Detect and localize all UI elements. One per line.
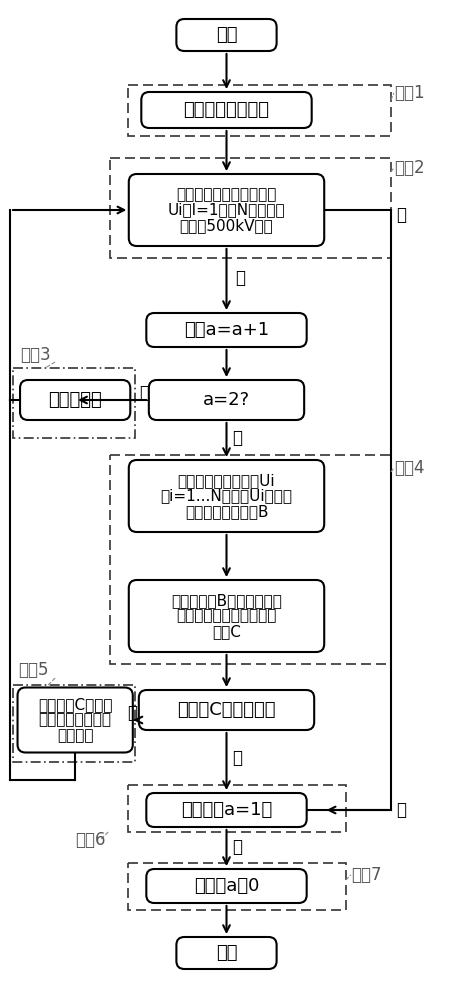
Text: 站集C: 站集C xyxy=(212,624,240,639)
Text: 厂站集C是否为空？: 厂站集C是否为空？ xyxy=(177,701,275,719)
Text: 一组电抗: 一组电抗 xyxy=(57,728,93,743)
FancyBboxPatch shape xyxy=(176,19,276,51)
Text: 开始: 开始 xyxy=(215,26,237,44)
Bar xyxy=(110,455,390,664)
FancyBboxPatch shape xyxy=(129,580,323,652)
Text: 筛选近区厂站中电压Ui: 筛选近区厂站中电压Ui xyxy=(177,473,275,488)
Text: Ui（I=1。。N）是否存: Ui（I=1。。N）是否存 xyxy=(167,202,285,218)
FancyBboxPatch shape xyxy=(146,313,306,347)
Text: 或可用电抗厂站，纳入厂: 或可用电抗厂站，纳入厂 xyxy=(176,608,276,624)
Text: 筛选厂站集B中有可用电容: 筛选厂站集B中有可用电容 xyxy=(170,593,281,608)
Text: 将厂站集C中各厂: 将厂站集C中各厂 xyxy=(38,697,112,712)
Text: 步骤4: 步骤4 xyxy=(393,459,423,477)
Text: 是: 是 xyxy=(235,269,245,287)
Text: 调相机强励: 调相机强励 xyxy=(48,391,102,409)
Bar xyxy=(128,85,390,136)
FancyBboxPatch shape xyxy=(141,92,311,128)
FancyBboxPatch shape xyxy=(148,380,304,420)
Text: 检测直流近区变电站电压: 检测直流近区变电站电压 xyxy=(176,187,276,202)
Text: 在小于500kV情况: 在小于500kV情况 xyxy=(179,218,273,233)
FancyBboxPatch shape xyxy=(129,174,323,246)
FancyBboxPatch shape xyxy=(138,690,313,730)
Bar xyxy=(128,785,345,832)
Text: （i=1...N）小于Ui阈值的: （i=1...N）小于Ui阈值的 xyxy=(160,488,292,504)
Text: 编号a=a+1: 编号a=a+1 xyxy=(184,321,268,339)
Text: 步骤3: 步骤3 xyxy=(20,346,51,364)
Text: 否: 否 xyxy=(232,429,242,447)
Text: 检测直流闭锁信号: 检测直流闭锁信号 xyxy=(183,101,269,119)
Text: 判断编号a=1？: 判断编号a=1？ xyxy=(180,801,272,819)
Bar xyxy=(128,863,345,910)
FancyBboxPatch shape xyxy=(146,793,306,827)
Text: 否: 否 xyxy=(127,704,137,722)
Text: a=2?: a=2? xyxy=(202,391,249,409)
Bar xyxy=(13,685,135,762)
Text: 站投一组电容或退: 站投一组电容或退 xyxy=(39,712,111,728)
Bar xyxy=(13,368,135,438)
Text: 否: 否 xyxy=(232,838,242,856)
FancyBboxPatch shape xyxy=(146,869,306,903)
Text: 步骤1: 步骤1 xyxy=(393,84,423,102)
FancyBboxPatch shape xyxy=(129,460,323,532)
Text: 步骤2: 步骤2 xyxy=(393,159,423,177)
Text: 是: 是 xyxy=(395,801,405,819)
Text: 否: 否 xyxy=(395,206,405,224)
Text: 步骤6: 步骤6 xyxy=(75,831,106,849)
Text: 将编号a置0: 将编号a置0 xyxy=(193,877,258,895)
FancyBboxPatch shape xyxy=(20,380,130,420)
Text: 结束: 结束 xyxy=(215,944,237,962)
FancyBboxPatch shape xyxy=(176,937,276,969)
FancyBboxPatch shape xyxy=(18,688,133,752)
Text: 是: 是 xyxy=(232,749,242,767)
Text: 步骤5: 步骤5 xyxy=(18,661,48,679)
Bar xyxy=(110,158,390,258)
Text: 步骤7: 步骤7 xyxy=(350,866,381,884)
Text: 是: 是 xyxy=(139,384,149,402)
Text: 厂站，纳入厂站集B: 厂站，纳入厂站集B xyxy=(184,504,267,519)
